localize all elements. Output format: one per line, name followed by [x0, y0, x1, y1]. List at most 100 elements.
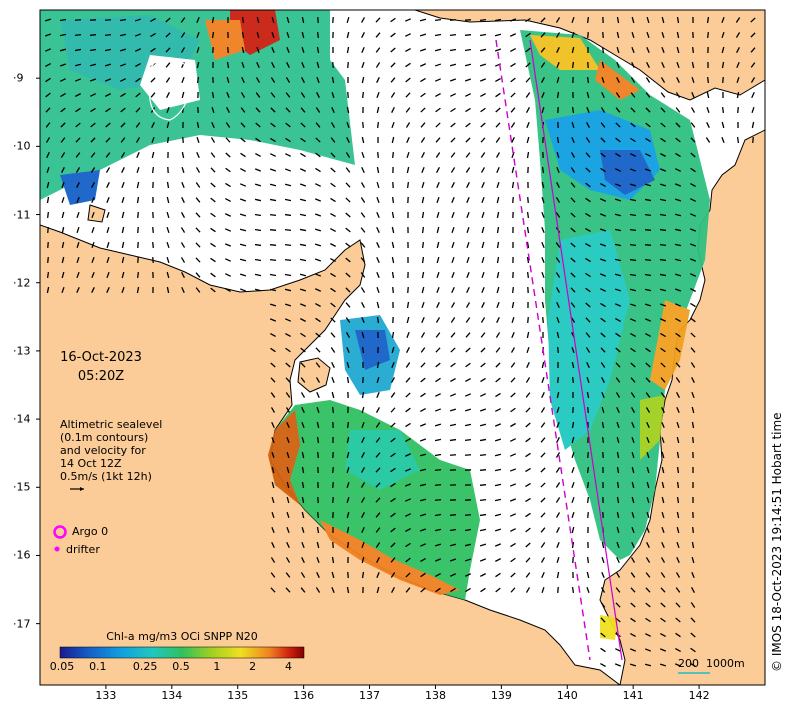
velocity-arrow — [631, 451, 635, 459]
velocity-arrow — [376, 286, 380, 294]
velocity-arrow — [616, 451, 620, 459]
velocity-arrow — [556, 136, 560, 144]
velocity-arrow — [750, 47, 756, 53]
velocity-arrow — [601, 406, 605, 414]
velocity-arrow — [556, 182, 560, 188]
velocity-arrow — [406, 181, 410, 189]
velocity-arrow — [421, 256, 425, 264]
velocity-arrow — [614, 228, 622, 232]
velocity-arrow — [466, 196, 470, 204]
velocity-arrow — [330, 212, 336, 218]
velocity-arrow — [721, 16, 725, 24]
velocity-arrow — [255, 122, 261, 128]
velocity-arrow — [421, 316, 425, 324]
velocity-arrow — [661, 526, 665, 534]
velocity-arrow — [419, 438, 427, 442]
velocity-arrow — [390, 467, 396, 473]
velocity-arrow — [660, 137, 666, 143]
velocity-arrow — [616, 77, 620, 83]
velocity-arrow — [436, 241, 440, 249]
velocity-arrow — [690, 362, 696, 368]
velocity-arrow — [421, 196, 425, 204]
velocity-arrow — [674, 228, 682, 232]
velocity-arrow — [211, 31, 215, 39]
velocity-arrow — [674, 183, 682, 187]
velocity-arrow — [494, 453, 502, 457]
velocity-arrow — [509, 33, 517, 37]
velocity-arrow — [421, 286, 425, 294]
velocity-arrow — [599, 258, 607, 262]
velocity-arrow — [270, 77, 276, 83]
velocity-arrow — [45, 92, 51, 98]
velocity-arrow — [405, 392, 411, 398]
velocity-arrow — [631, 46, 635, 54]
velocity-arrow — [75, 137, 81, 143]
velocity-arrow — [420, 572, 426, 578]
velocity-arrow — [285, 347, 291, 353]
velocity-arrow — [525, 392, 531, 398]
velocity-arrow — [136, 286, 140, 294]
velocity-arrow — [271, 481, 275, 489]
velocity-arrow — [391, 226, 395, 234]
velocity-arrow — [346, 496, 350, 504]
y-tick-label: ·9 — [13, 71, 24, 85]
velocity-arrow — [375, 452, 381, 458]
velocity-arrow — [586, 466, 590, 474]
velocity-arrow — [241, 61, 245, 69]
velocity-arrow — [390, 572, 396, 578]
velocity-arrow — [510, 407, 516, 413]
velocity-arrow — [495, 392, 501, 398]
velocity-arrow — [271, 451, 275, 459]
velocity-arrow — [300, 92, 306, 98]
velocity-arrow — [496, 196, 500, 204]
velocity-arrow — [451, 256, 455, 264]
velocity-arrow — [449, 514, 457, 516]
velocity-arrow — [466, 287, 470, 293]
velocity-arrow — [254, 168, 262, 172]
velocity-arrow — [525, 482, 531, 488]
velocity-arrow — [494, 513, 502, 517]
velocity-arrow — [571, 466, 575, 474]
land-island — [297, 357, 331, 393]
velocity-arrow — [570, 302, 576, 308]
velocity-arrow — [496, 256, 500, 264]
velocity-arrow — [269, 213, 277, 217]
velocity-arrow — [481, 271, 485, 279]
velocity-arrow — [361, 32, 365, 38]
velocity-arrow — [464, 423, 472, 427]
velocity-arrow — [271, 16, 275, 24]
velocity-arrow — [196, 31, 200, 39]
velocity-arrow — [586, 391, 590, 399]
velocity-arrow — [542, 316, 544, 324]
velocity-arrow — [421, 181, 425, 189]
velocity-arrow — [510, 362, 516, 368]
velocity-arrow — [586, 586, 590, 594]
velocity-arrow — [674, 243, 682, 247]
land-northern-territory — [40, 224, 621, 685]
velocity-arrow — [465, 587, 471, 593]
velocity-arrow — [405, 527, 411, 533]
velocity-arrow — [375, 17, 381, 23]
velocity-arrow — [450, 107, 456, 113]
velocity-arrow — [464, 438, 472, 442]
velocity-arrow — [692, 436, 694, 444]
velocity-arrow — [450, 377, 456, 383]
velocity-arrow — [345, 197, 351, 203]
velocity-arrow — [165, 62, 171, 68]
velocity-arrow — [181, 76, 185, 84]
colorbar-tick-label: 0.1 — [89, 660, 107, 673]
velocity-arrow — [166, 136, 170, 144]
velocity-arrow — [676, 496, 680, 504]
velocity-arrow — [721, 106, 725, 114]
velocity-arrow — [645, 587, 651, 593]
velocity-arrow — [346, 46, 350, 54]
velocity-arrow — [676, 541, 680, 549]
velocity-arrow — [419, 453, 427, 457]
velocity-arrow — [540, 62, 546, 68]
velocity-arrow — [119, 48, 127, 52]
velocity-arrow — [134, 18, 142, 22]
velocity-arrow — [660, 77, 666, 83]
velocity-arrow — [541, 392, 545, 398]
velocity-arrow — [495, 107, 501, 113]
velocity-arrow — [391, 196, 395, 204]
